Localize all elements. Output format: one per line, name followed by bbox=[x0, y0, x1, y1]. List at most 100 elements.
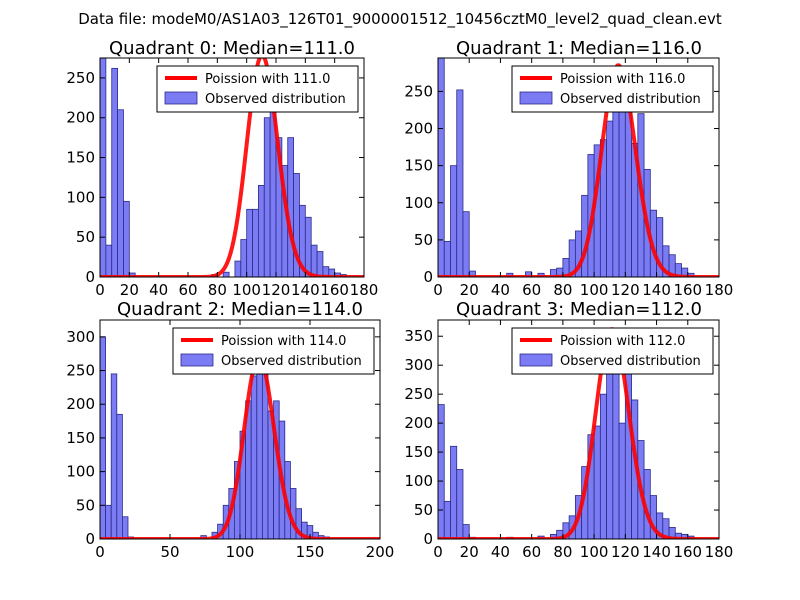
y-tick-label: 200 bbox=[404, 120, 433, 138]
x-tick-label: 180 bbox=[705, 281, 734, 299]
histogram-bar bbox=[117, 109, 124, 277]
y-tick-label: 0 bbox=[423, 268, 433, 286]
histogram-bar bbox=[606, 120, 614, 277]
legend-curve-label: Poission with 111.0 bbox=[205, 72, 330, 87]
x-tick-label: 120 bbox=[611, 281, 640, 299]
y-tick-label: 100 bbox=[404, 472, 433, 490]
histogram-bar bbox=[438, 58, 445, 277]
legend-curve-label: Poission with 112.0 bbox=[560, 334, 685, 349]
x-tick-label: 20 bbox=[120, 281, 139, 299]
panel-quadrant-2: Quadrant 2: Median=114.0 0 50 100 150 200 0 50… bbox=[66, 299, 394, 561]
histogram-bar bbox=[110, 373, 118, 539]
histogram-bar bbox=[438, 404, 445, 539]
histogram-bar bbox=[450, 445, 458, 539]
legend-bar-label: Observed distribution bbox=[560, 92, 701, 107]
y-tick-label: 50 bbox=[414, 501, 433, 519]
histogram-bar bbox=[234, 260, 242, 277]
y-tick-label: 200 bbox=[404, 414, 433, 432]
panel-quadrant-0: Quadrant 0: Median=111.0 0 20 40 60 80 100 120… bbox=[66, 38, 378, 299]
y-tick-label: 200 bbox=[66, 109, 95, 127]
legend: Poission with 111.0 Observed distribution bbox=[156, 65, 359, 113]
histogram-bar bbox=[111, 67, 118, 277]
histogram-bar bbox=[100, 58, 107, 277]
legend: Poission with 114.0 Observed distribution bbox=[172, 327, 375, 375]
legend: Poission with 116.0 Observed distribution bbox=[511, 65, 714, 113]
panel-title: Quadrant 2: Median=114.0 bbox=[117, 299, 363, 320]
x-tick-label: 80 bbox=[553, 281, 572, 299]
y-tick-label: 50 bbox=[76, 228, 95, 246]
legend-bar-label: Observed distribution bbox=[560, 354, 701, 369]
y-tick-label: 150 bbox=[404, 443, 433, 461]
poisson-curve bbox=[438, 327, 719, 539]
histogram-bar bbox=[246, 208, 253, 277]
x-tick-label: 20 bbox=[460, 543, 479, 561]
x-tick-label: 200 bbox=[366, 543, 395, 561]
histogram-bar bbox=[304, 216, 312, 277]
histogram-bar bbox=[612, 347, 620, 539]
x-tick-label: 140 bbox=[642, 281, 671, 299]
panel-title: Quadrant 0: Median=111.0 bbox=[109, 38, 355, 59]
legend-bar-swatch bbox=[164, 91, 198, 105]
panel-quadrant-3: Quadrant 3: Median=112.0 0 20 40 60 80 100 120… bbox=[404, 299, 733, 561]
histogram-bar bbox=[450, 165, 458, 277]
y-tick-label: 300 bbox=[404, 356, 433, 374]
x-tick-label: 180 bbox=[350, 281, 379, 299]
legend-bar-label: Observed distribution bbox=[221, 354, 362, 369]
histogram bbox=[438, 347, 695, 539]
x-tick-label: 80 bbox=[208, 281, 227, 299]
figure-title: Data file: modeM0/AS1A03_126T01_90000015… bbox=[78, 10, 722, 29]
panel-title: Quadrant 1: Median=116.0 bbox=[456, 38, 702, 59]
legend: Poission with 112.0 Observed distribution bbox=[511, 327, 714, 375]
poisson-curve bbox=[100, 355, 380, 539]
legend-bar-label: Observed distribution bbox=[205, 92, 346, 107]
y-tick-label: 250 bbox=[404, 385, 433, 403]
histogram-bar bbox=[316, 251, 324, 277]
legend-curve-label: Poission with 116.0 bbox=[560, 72, 685, 87]
histogram-bar bbox=[462, 524, 470, 539]
histogram-bar bbox=[116, 413, 123, 539]
histogram-bar bbox=[250, 375, 258, 539]
legend-bar-swatch bbox=[519, 91, 553, 105]
x-tick-label: 160 bbox=[673, 543, 702, 561]
y-tick-label: 150 bbox=[66, 429, 95, 447]
y-tick-label: 50 bbox=[76, 496, 95, 514]
histogram-bar bbox=[256, 360, 263, 539]
legend-bar-swatch bbox=[519, 353, 553, 367]
histogram-bar bbox=[123, 200, 130, 277]
x-tick-label: 100 bbox=[226, 543, 255, 561]
y-tick-label: 200 bbox=[66, 395, 95, 413]
histogram-bar bbox=[263, 117, 271, 277]
x-tick-label: 140 bbox=[291, 281, 320, 299]
histogram-bar bbox=[456, 89, 464, 277]
y-tick-label: 250 bbox=[66, 69, 95, 87]
x-tick-label: 20 bbox=[460, 281, 479, 299]
histogram-bar bbox=[593, 425, 601, 539]
x-tick-label: 60 bbox=[522, 281, 541, 299]
x-tick-label: 120 bbox=[262, 281, 291, 299]
y-tick-label: 0 bbox=[85, 530, 95, 548]
y-tick-label: 350 bbox=[404, 327, 433, 345]
axes-frame bbox=[437, 57, 720, 278]
y-tick-label: 0 bbox=[85, 268, 95, 286]
x-tick-label: 40 bbox=[491, 281, 510, 299]
x-tick-label: 60 bbox=[522, 543, 541, 561]
histogram-bar bbox=[105, 504, 112, 539]
histogram-bar bbox=[310, 244, 318, 277]
x-tick-label: 100 bbox=[232, 281, 261, 299]
x-tick-label: 160 bbox=[673, 281, 702, 299]
x-tick-label: 40 bbox=[149, 281, 168, 299]
x-tick-label: 100 bbox=[580, 281, 609, 299]
y-tick-label: 150 bbox=[404, 157, 433, 175]
x-tick-label: 50 bbox=[160, 543, 179, 561]
x-tick-label: 40 bbox=[491, 543, 510, 561]
histogram-bar bbox=[257, 185, 265, 277]
panel-quadrant-1: Quadrant 1: Median=116.0 0 20 40 60 80 100 120… bbox=[404, 38, 733, 299]
histogram-bar bbox=[105, 244, 113, 277]
legend-curve-label: Poission with 114.0 bbox=[221, 334, 346, 349]
y-tick-label: 100 bbox=[66, 188, 95, 206]
legend-bar-swatch bbox=[180, 353, 214, 367]
histogram-bar bbox=[122, 516, 129, 539]
y-tick-label: 100 bbox=[404, 194, 433, 212]
histogram-bar bbox=[252, 208, 259, 277]
